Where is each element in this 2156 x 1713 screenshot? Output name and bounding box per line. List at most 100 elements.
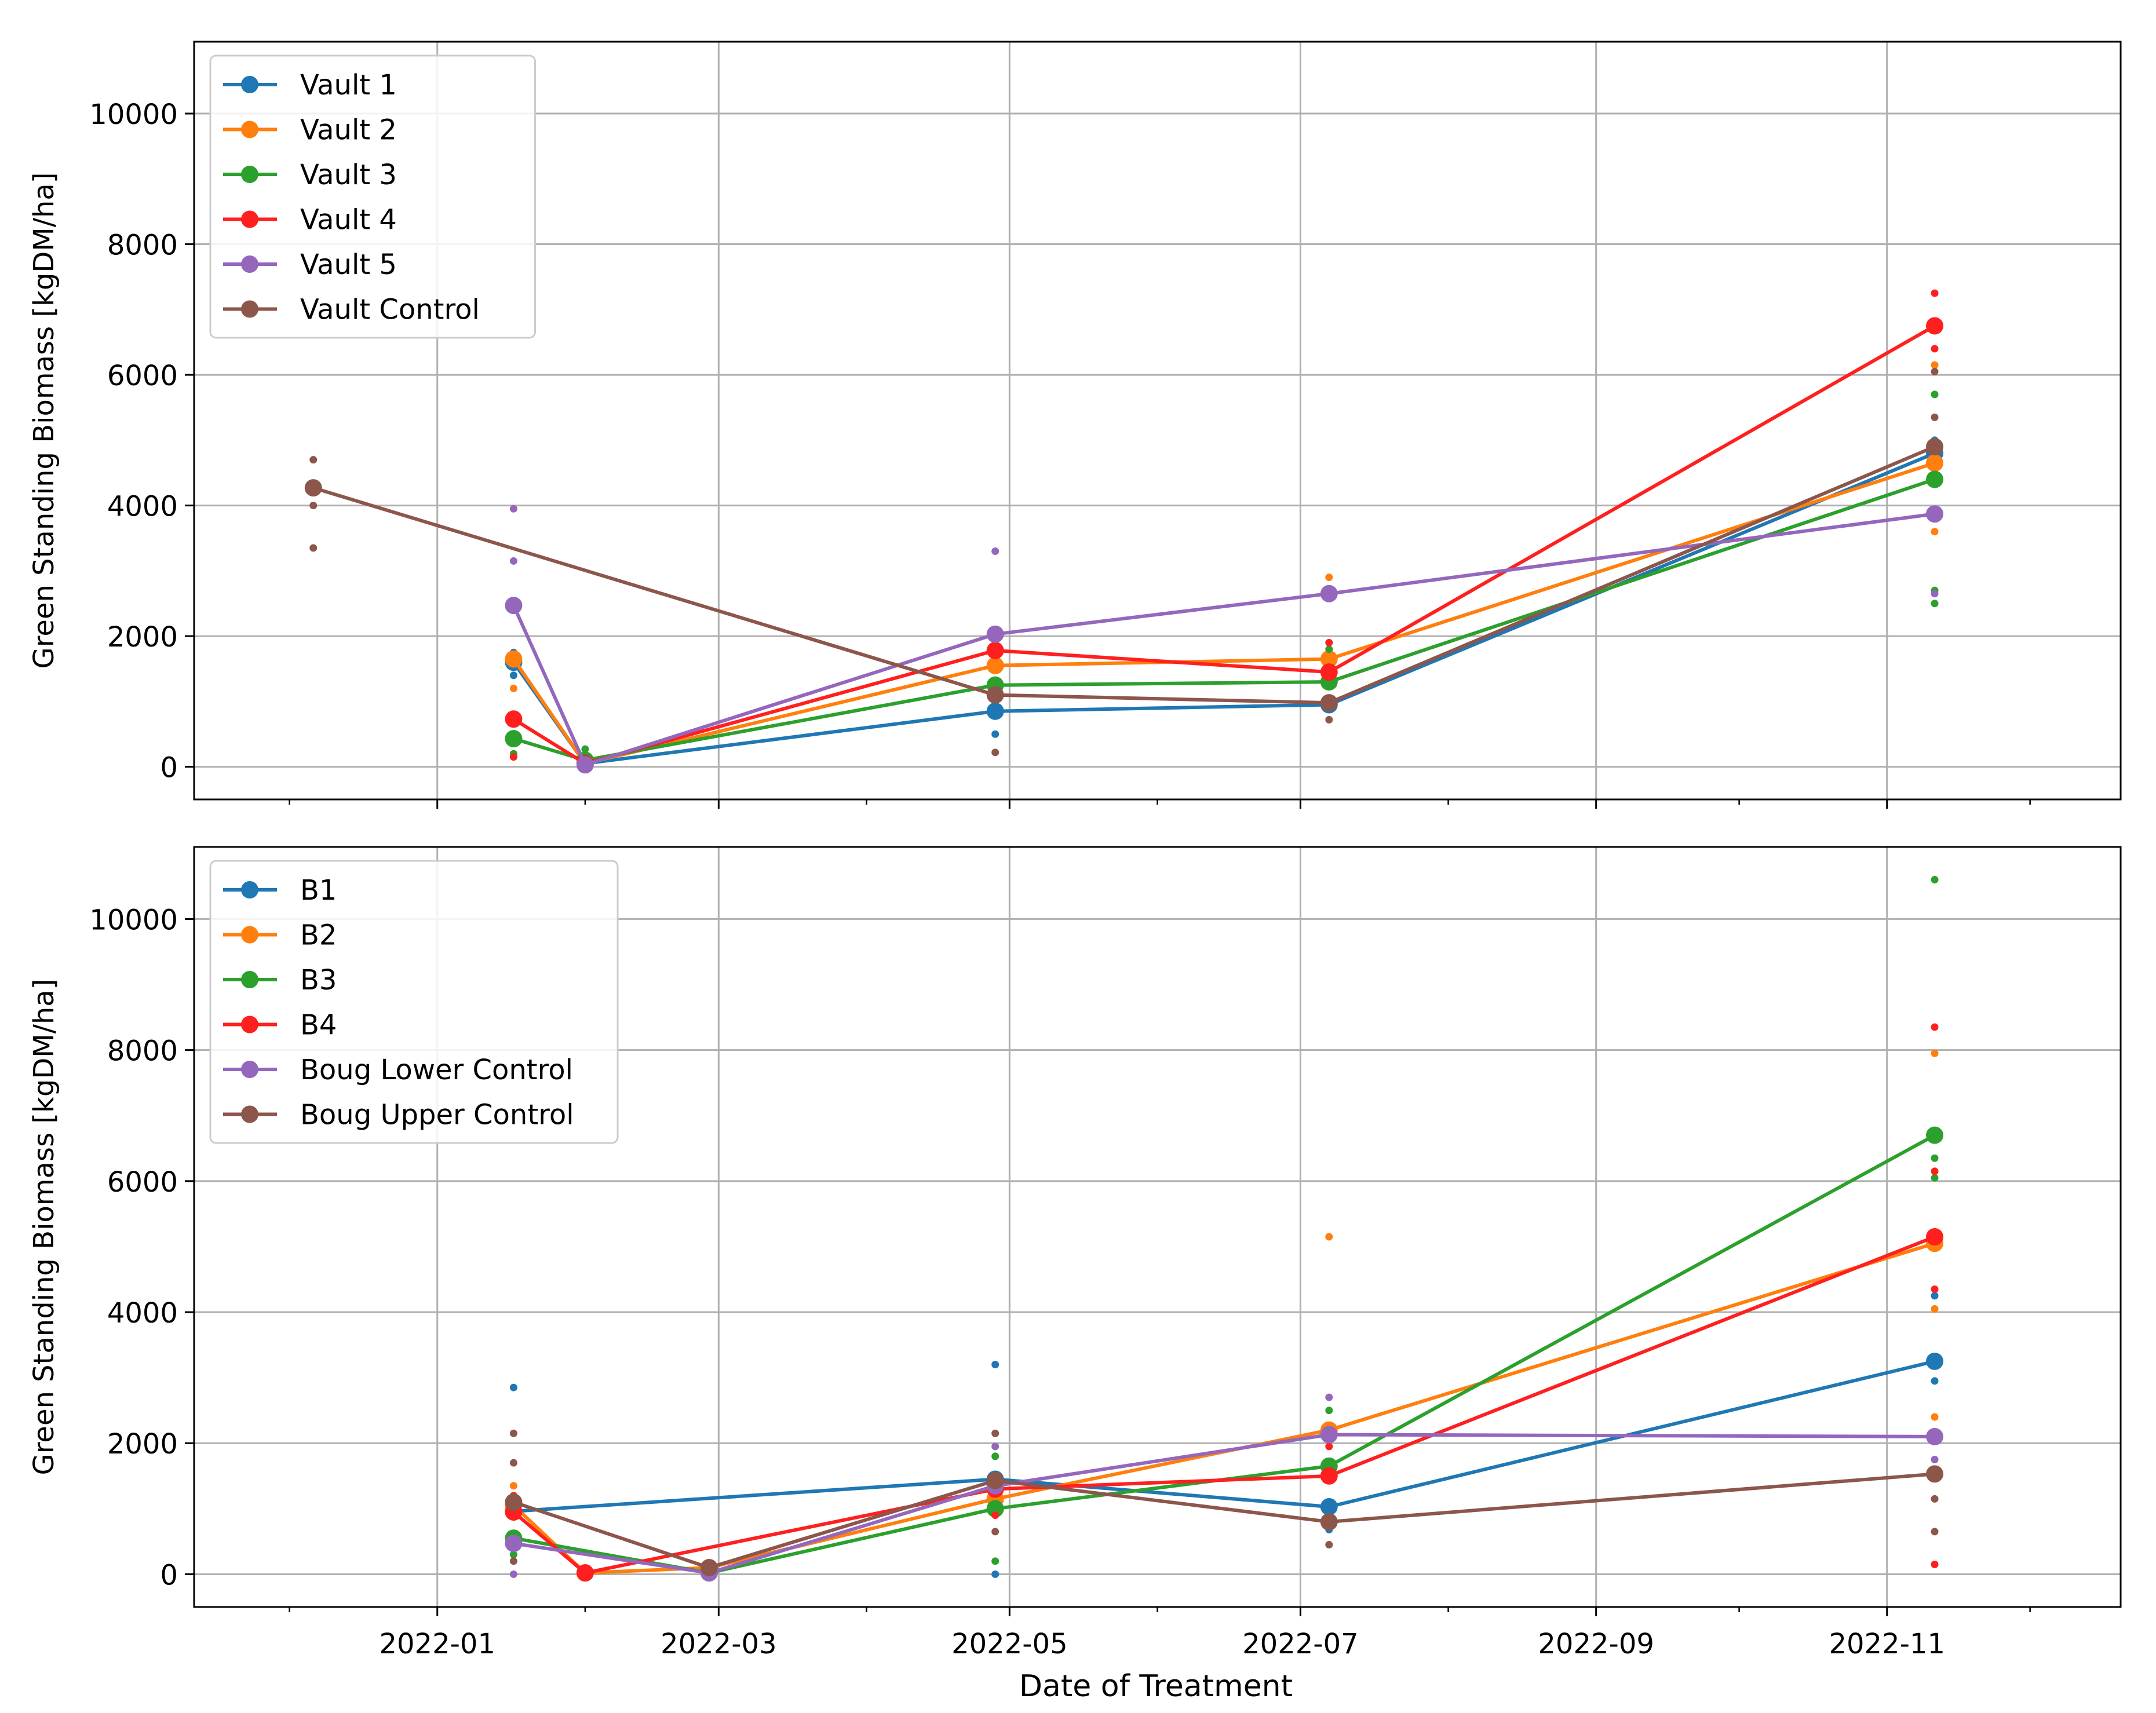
axes-frame	[193, 41, 2122, 801]
scatter-point	[991, 1452, 999, 1460]
scatter-point	[1931, 1495, 1939, 1503]
panel-2: 0 2000 4000 6000 8000 10000 Green Standing Bio…	[28, 846, 2122, 1660]
mean-point	[1926, 1352, 1944, 1370]
mean-point	[1320, 585, 1338, 602]
x-tick-label: 2022-11	[1829, 1628, 1945, 1660]
mean-point	[576, 756, 594, 774]
scatter-point	[1325, 1233, 1333, 1241]
y-tick-label: 4000	[107, 1297, 178, 1330]
scatter-point	[509, 684, 517, 692]
legend-marker	[241, 1016, 258, 1033]
scatter-point	[1325, 1541, 1333, 1549]
scatter-point	[1931, 1560, 1939, 1568]
y-tick-label: 6000	[107, 1166, 178, 1199]
mean-point	[700, 1559, 718, 1577]
legend-marker	[241, 1105, 258, 1123]
mean-point	[505, 730, 523, 748]
mean-point	[1926, 317, 1944, 335]
y-tick-label: 4000	[107, 491, 178, 523]
legend-marker	[241, 120, 258, 138]
legend-label: Vault 2	[300, 114, 397, 147]
legend-label: Boug Lower Control	[300, 1054, 573, 1086]
scatter-point	[509, 505, 517, 513]
scatter-point	[509, 1383, 517, 1391]
mean-point	[1926, 1465, 1944, 1483]
legend-label: B3	[300, 964, 337, 996]
mean-point	[304, 479, 322, 497]
scatter-point	[1931, 590, 1939, 598]
y-axis-label: Green Standing Biomass [kgDM/ha]	[28, 979, 60, 1475]
mean-point	[505, 1493, 523, 1511]
mean-point	[1926, 470, 1944, 488]
mean-point	[1320, 694, 1338, 712]
legend-marker	[241, 971, 258, 988]
scatter-point	[991, 1528, 999, 1536]
scatter-point	[991, 1570, 999, 1578]
mean-point	[986, 686, 1004, 704]
series	[304, 367, 1944, 757]
legend-label: Vault 5	[300, 249, 397, 281]
legend-marker	[241, 1061, 258, 1078]
mean-point	[1320, 1467, 1338, 1485]
legend-box	[209, 860, 619, 1144]
x-tick-label: 2022-01	[379, 1628, 495, 1660]
y-tick-label: 8000	[107, 229, 178, 262]
scatter-point	[509, 1551, 517, 1559]
legend: B1 B2 B3 B4 Boug Lower Control Boug Upper Con…	[209, 860, 619, 1144]
scatter-point	[991, 730, 999, 738]
mean-point	[1320, 1513, 1338, 1531]
mean-point	[1320, 1497, 1338, 1515]
scatter-point	[1931, 413, 1939, 421]
scatter-point	[1325, 1442, 1333, 1451]
series	[505, 390, 1944, 769]
grid	[194, 42, 2121, 799]
mean-point	[1926, 454, 1944, 472]
y-tick-label: 0	[160, 752, 178, 784]
mean-point	[505, 710, 523, 728]
scatter-point	[1325, 574, 1333, 582]
legend-marker	[241, 926, 258, 944]
x-tick-label: 2022-05	[951, 1628, 1068, 1660]
y-tick-label: 10000	[89, 98, 178, 131]
scatter-point	[1325, 1393, 1333, 1401]
x-axis-label: Date of Treatment	[1019, 1669, 1293, 1704]
y-tick-label: 6000	[107, 360, 178, 392]
scatter-point	[509, 671, 517, 680]
x-tick-label: 2022-07	[1242, 1628, 1359, 1660]
mean-point	[505, 1535, 523, 1553]
mean-point	[1926, 1228, 1944, 1246]
y-tick-label: 10000	[89, 904, 178, 936]
y-axis-label: Green Standing Biomass [kgDM/ha]	[28, 173, 60, 669]
x-tick-label: 2022-09	[1538, 1628, 1654, 1660]
scatter-point	[991, 547, 999, 556]
legend-label: Vault 3	[300, 159, 397, 191]
mean-point	[986, 625, 1004, 643]
scatter-point	[1931, 1167, 1939, 1175]
scatter-point	[509, 1482, 517, 1490]
scatter-point	[1931, 1174, 1939, 1182]
scatter-point	[1931, 1023, 1939, 1031]
mean-point	[986, 1471, 1004, 1489]
scatter-point	[1931, 390, 1939, 399]
scatter-point	[509, 557, 517, 565]
scatter-point	[1931, 528, 1939, 536]
series	[505, 1429, 1944, 1577]
scatter-point	[1931, 1528, 1939, 1536]
scatter-point	[1931, 1154, 1939, 1162]
scatter-point	[1931, 1285, 1939, 1293]
scatter-point	[991, 748, 999, 757]
scatter-point	[1931, 1456, 1939, 1464]
mean-point	[505, 650, 523, 668]
scatter-point	[1931, 367, 1939, 375]
scatter-point	[1325, 645, 1333, 653]
y-tick-label: 2000	[107, 621, 178, 653]
scatter-point	[1931, 1377, 1939, 1385]
panels: 0 2000 4000 6000 8000 10000 Green Standing Bio…	[28, 41, 2122, 1660]
mean-point	[1320, 663, 1338, 681]
mean-point	[986, 656, 1004, 674]
scatter-point	[509, 1459, 517, 1467]
scatter-point	[509, 1557, 517, 1565]
scatter-point	[1931, 876, 1939, 884]
legend-label: Vault Control	[300, 294, 480, 326]
